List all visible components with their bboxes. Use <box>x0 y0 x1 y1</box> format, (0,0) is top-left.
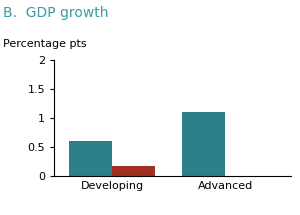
Text: B.  GDP growth: B. GDP growth <box>3 6 109 20</box>
Bar <box>182 112 225 176</box>
Bar <box>112 166 155 176</box>
Bar <box>69 141 112 176</box>
Text: Percentage pts: Percentage pts <box>3 39 87 49</box>
